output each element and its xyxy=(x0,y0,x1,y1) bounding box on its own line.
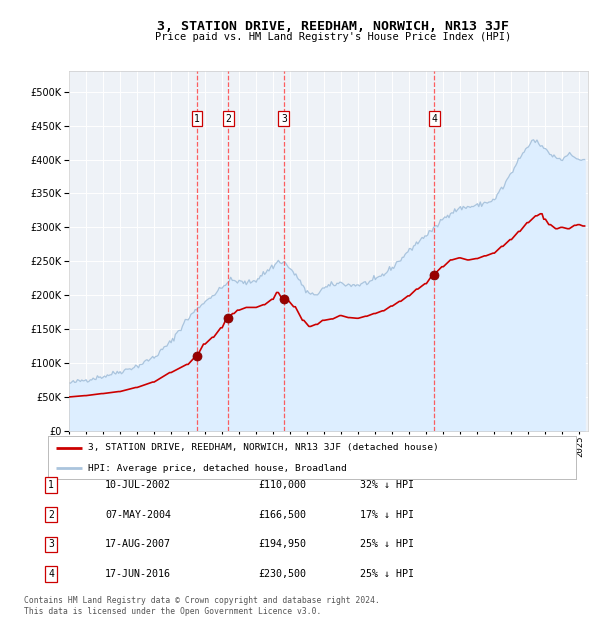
Text: 1: 1 xyxy=(48,480,54,490)
Text: £166,500: £166,500 xyxy=(258,510,306,520)
Text: 17-JUN-2016: 17-JUN-2016 xyxy=(105,569,171,579)
Text: 17% ↓ HPI: 17% ↓ HPI xyxy=(360,510,414,520)
Text: Price paid vs. HM Land Registry's House Price Index (HPI): Price paid vs. HM Land Registry's House … xyxy=(155,32,511,42)
Text: 32% ↓ HPI: 32% ↓ HPI xyxy=(360,480,414,490)
Text: 2: 2 xyxy=(225,114,231,124)
Text: 3, STATION DRIVE, REEDHAM, NORWICH, NR13 3JF: 3, STATION DRIVE, REEDHAM, NORWICH, NR13… xyxy=(157,20,509,33)
Text: 25% ↓ HPI: 25% ↓ HPI xyxy=(360,569,414,579)
Text: HPI: Average price, detached house, Broadland: HPI: Average price, detached house, Broa… xyxy=(88,464,346,472)
Text: £230,500: £230,500 xyxy=(258,569,306,579)
Text: £110,000: £110,000 xyxy=(258,480,306,490)
Text: 10-JUL-2002: 10-JUL-2002 xyxy=(105,480,171,490)
Text: 1: 1 xyxy=(194,114,200,124)
Text: 07-MAY-2004: 07-MAY-2004 xyxy=(105,510,171,520)
Text: 4: 4 xyxy=(48,569,54,579)
Text: 4: 4 xyxy=(431,114,437,124)
Text: 25% ↓ HPI: 25% ↓ HPI xyxy=(360,539,414,549)
Text: 3: 3 xyxy=(281,114,287,124)
Text: Contains HM Land Registry data © Crown copyright and database right 2024.: Contains HM Land Registry data © Crown c… xyxy=(24,596,380,605)
Text: 17-AUG-2007: 17-AUG-2007 xyxy=(105,539,171,549)
Text: 3, STATION DRIVE, REEDHAM, NORWICH, NR13 3JF (detached house): 3, STATION DRIVE, REEDHAM, NORWICH, NR13… xyxy=(88,443,439,453)
Text: £194,950: £194,950 xyxy=(258,539,306,549)
Text: 2: 2 xyxy=(48,510,54,520)
Text: 3: 3 xyxy=(48,539,54,549)
Text: This data is licensed under the Open Government Licence v3.0.: This data is licensed under the Open Gov… xyxy=(24,607,322,616)
